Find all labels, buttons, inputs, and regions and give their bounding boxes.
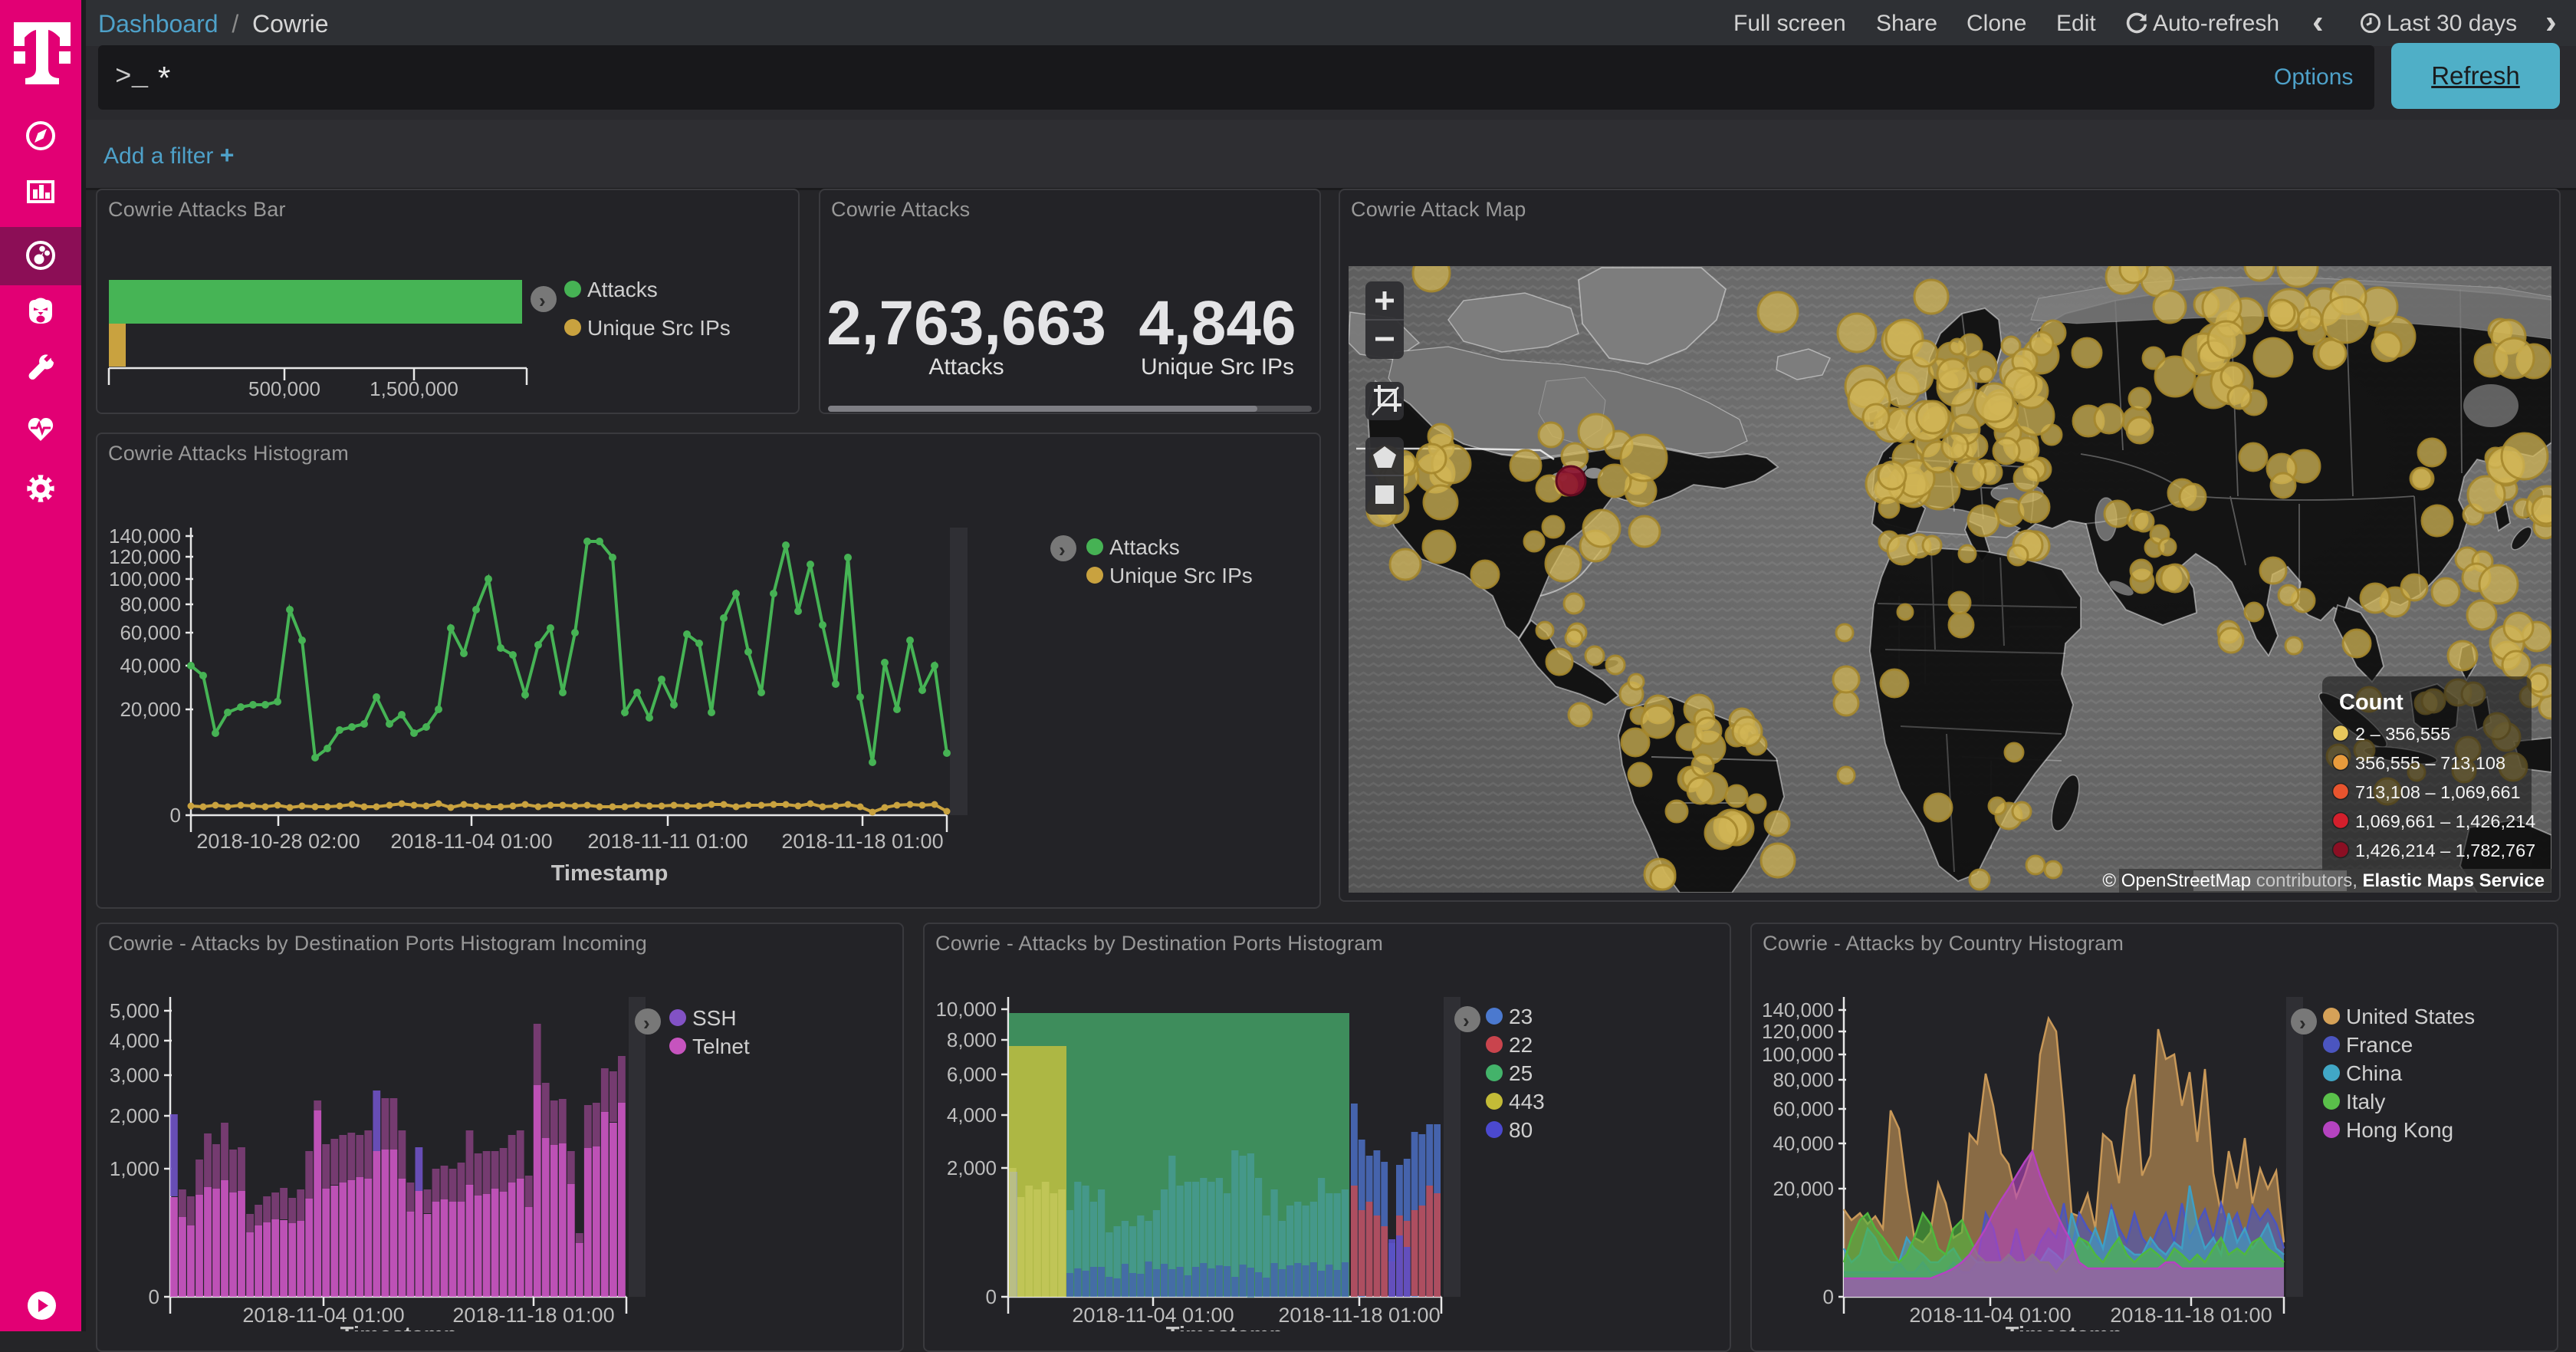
svg-text:2,000: 2,000: [110, 1104, 159, 1127]
svg-text:China: China: [2346, 1061, 2403, 1085]
svg-text:140,000: 140,000: [1762, 998, 1834, 1021]
svg-text:›: ›: [2299, 1012, 2306, 1035]
svg-text:60,000: 60,000: [1773, 1097, 1834, 1120]
svg-text:2018-11-18 01:00: 2018-11-18 01:00: [452, 1304, 614, 1327]
svg-text:Timestamp: Timestamp: [2006, 1323, 2123, 1331]
svg-text:10,000: 10,000: [935, 998, 997, 1021]
svg-text:4,000: 4,000: [947, 1104, 997, 1127]
svg-text:2018-11-04 01:00: 2018-11-04 01:00: [1072, 1304, 1234, 1327]
svg-text:40,000: 40,000: [1773, 1132, 1834, 1155]
svg-text:2,000: 2,000: [947, 1156, 997, 1179]
svg-text:SSH: SSH: [692, 1006, 737, 1030]
svg-text:1,069,661 – 1,426,214: 1,069,661 – 1,426,214: [2355, 811, 2535, 831]
svg-text:2 – 356,555: 2 – 356,555: [2355, 724, 2450, 744]
svg-text:2018-11-18 01:00: 2018-11-18 01:00: [1278, 1304, 1440, 1327]
svg-text:100,000: 100,000: [109, 567, 181, 590]
svg-text:Italy: Italy: [2346, 1090, 2385, 1114]
svg-text:2018-11-18 01:00: 2018-11-18 01:00: [2110, 1304, 2272, 1327]
svg-text:Timestamp: Timestamp: [340, 1323, 458, 1331]
svg-text:2018-11-04 01:00: 2018-11-04 01:00: [242, 1304, 404, 1327]
svg-text:›: ›: [1059, 538, 1066, 561]
svg-text:20,000: 20,000: [1773, 1177, 1834, 1200]
svg-text:2018-11-11 01:00: 2018-11-11 01:00: [587, 830, 748, 853]
svg-text:0: 0: [986, 1285, 997, 1308]
svg-text:© OpenStreetMap contributors,: © OpenStreetMap contributors, Elastic Ma…: [2102, 870, 2545, 891]
svg-text:Timestamp: Timestamp: [551, 861, 669, 886]
svg-text:443: 443: [1509, 1090, 1545, 1114]
svg-text:1,426,214 – 1,782,767: 1,426,214 – 1,782,767: [2355, 840, 2535, 860]
svg-text:3,000: 3,000: [110, 1064, 159, 1087]
svg-text:Unique Src IPs: Unique Src IPs: [587, 316, 731, 340]
svg-text:80,000: 80,000: [120, 593, 181, 616]
svg-text:United States: United States: [2346, 1005, 2475, 1028]
svg-text:713,108 – 1,069,661: 713,108 – 1,069,661: [2355, 782, 2521, 802]
svg-text:8,000: 8,000: [947, 1028, 997, 1051]
svg-text:140,000: 140,000: [109, 525, 181, 548]
svg-text:120,000: 120,000: [109, 545, 181, 568]
svg-text:0: 0: [149, 1285, 159, 1308]
svg-text:Timestamp: Timestamp: [1166, 1323, 1283, 1331]
svg-text:1,000: 1,000: [110, 1157, 159, 1180]
svg-text:›: ›: [539, 289, 546, 312]
svg-text:›: ›: [643, 1012, 650, 1035]
svg-text:500,000: 500,000: [248, 377, 320, 400]
svg-text:22: 22: [1509, 1033, 1533, 1057]
svg-text:4,000: 4,000: [110, 1029, 159, 1052]
svg-text:2018-11-04 01:00: 2018-11-04 01:00: [390, 830, 552, 853]
svg-text:Attacks: Attacks: [587, 278, 658, 301]
svg-text:2018-11-18 01:00: 2018-11-18 01:00: [781, 830, 943, 853]
svg-text:80: 80: [1509, 1118, 1533, 1142]
svg-text:0: 0: [170, 804, 181, 827]
svg-text:0: 0: [1823, 1285, 1834, 1308]
svg-text:80,000: 80,000: [1773, 1068, 1834, 1091]
svg-text:5,000: 5,000: [110, 999, 159, 1022]
svg-text:60,000: 60,000: [120, 621, 181, 644]
svg-text:2018-10-28 02:00: 2018-10-28 02:00: [196, 830, 360, 853]
svg-text:Unique Src IPs: Unique Src IPs: [1109, 564, 1253, 587]
svg-text:23: 23: [1509, 1005, 1533, 1028]
svg-text:120,000: 120,000: [1762, 1020, 1834, 1043]
svg-text:1,500,000: 1,500,000: [370, 377, 458, 400]
svg-text:Telnet: Telnet: [692, 1035, 750, 1058]
svg-text:40,000: 40,000: [120, 654, 181, 677]
svg-text:Attacks: Attacks: [1109, 535, 1180, 559]
svg-text:›: ›: [1463, 1009, 1470, 1032]
svg-text:Hong Kong: Hong Kong: [2346, 1118, 2453, 1142]
svg-text:100,000: 100,000: [1762, 1043, 1834, 1066]
svg-text:Count: Count: [2339, 690, 2404, 715]
svg-text:25: 25: [1509, 1061, 1533, 1085]
svg-text:356,555 – 713,108: 356,555 – 713,108: [2355, 753, 2505, 773]
svg-text:2018-11-04 01:00: 2018-11-04 01:00: [1909, 1304, 2071, 1327]
svg-text:France: France: [2346, 1033, 2413, 1057]
svg-text:6,000: 6,000: [947, 1063, 997, 1086]
svg-text:20,000: 20,000: [120, 698, 181, 721]
